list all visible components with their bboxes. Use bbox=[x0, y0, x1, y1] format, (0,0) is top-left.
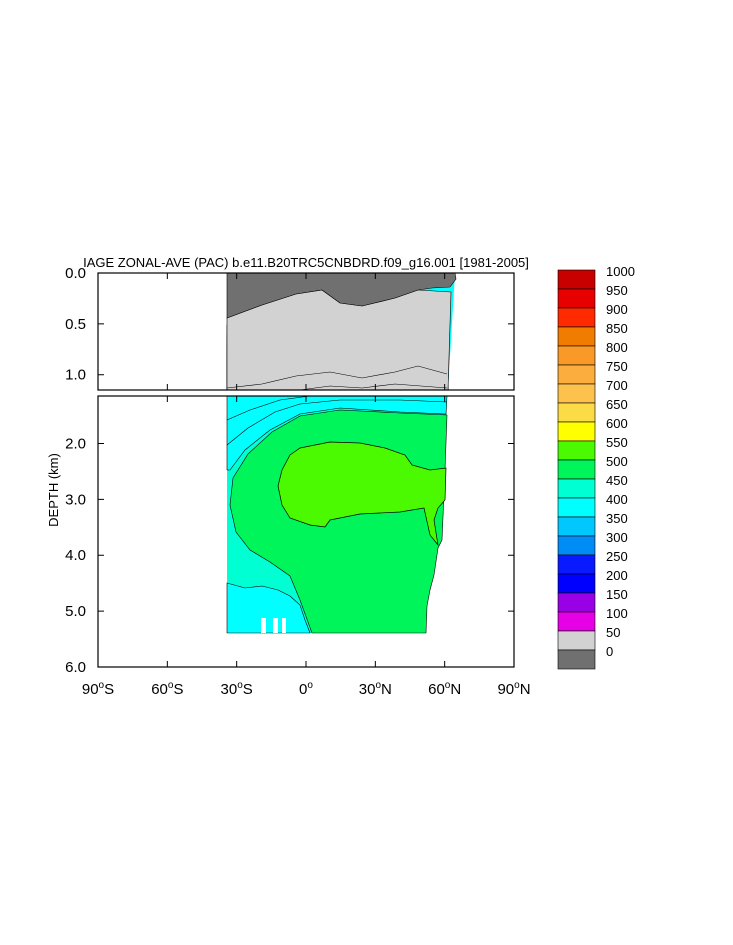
colorbar-swatch bbox=[557, 288, 596, 309]
y-tick-label: 3.0 bbox=[65, 491, 86, 508]
x-tick-label: 30oN bbox=[359, 680, 392, 698]
colorbar-swatch bbox=[557, 497, 596, 518]
lower-contour-line bbox=[226, 395, 311, 421]
colorbar-label: 900 bbox=[606, 302, 628, 317]
land-gap bbox=[282, 618, 286, 633]
x-tick-label: 60oN bbox=[428, 680, 461, 698]
chart-title: IAGE ZONAL-AVE (PAC) b.e11.B20TRC5CNBDRD… bbox=[83, 255, 529, 270]
colorbar-label: 250 bbox=[606, 549, 628, 564]
y-tick-label: 5.0 bbox=[65, 603, 86, 620]
y-tick-label: 2.0 bbox=[65, 435, 86, 452]
land-gap bbox=[273, 618, 278, 633]
y-tick-label: 0.0 bbox=[65, 265, 86, 282]
colorbar-swatch bbox=[557, 535, 596, 556]
x-tick-label: 90oS bbox=[82, 680, 114, 698]
colorbar-swatch bbox=[557, 573, 596, 594]
y-tick-label: 6.0 bbox=[65, 659, 86, 676]
x-tick-label: 90oN bbox=[497, 680, 530, 698]
colorbar-label: 750 bbox=[606, 359, 628, 374]
colorbar-label: 350 bbox=[606, 511, 628, 526]
y-axis-label: DEPTH (km) bbox=[46, 453, 61, 527]
lower-panel bbox=[97, 395, 515, 668]
colorbar-swatch bbox=[557, 440, 596, 461]
lower-core bbox=[277, 441, 447, 547]
colorbar-swatch bbox=[557, 592, 596, 613]
upper-contour-line bbox=[226, 365, 448, 389]
colorbar-swatch bbox=[557, 402, 596, 423]
colorbar-swatch bbox=[557, 307, 596, 328]
colorbar-swatch bbox=[557, 459, 596, 480]
x-axis: 90oS 60oS 30oS 0o 30oN 60oN 90oN bbox=[82, 273, 531, 698]
colorbar-swatch bbox=[557, 478, 596, 499]
colorbar-swatch bbox=[557, 269, 596, 290]
colorbar-label: 450 bbox=[606, 473, 628, 488]
colorbar-swatch bbox=[557, 611, 596, 632]
upper-contour-line bbox=[299, 383, 448, 391]
colorbar-label: 400 bbox=[606, 492, 628, 507]
x-tick-label: 0o bbox=[299, 680, 313, 698]
colorbar-label: 150 bbox=[606, 587, 628, 602]
y-tick-label: 0.5 bbox=[65, 316, 86, 333]
colorbar-label: 0 bbox=[606, 644, 613, 659]
colorbar-swatch bbox=[557, 554, 596, 575]
colorbar-label: 200 bbox=[606, 568, 628, 583]
colorbar-label: 600 bbox=[606, 416, 628, 431]
colorbar-label: 100 bbox=[606, 606, 628, 621]
x-tick-label: 30oS bbox=[221, 680, 253, 698]
colorbar-swatch bbox=[557, 649, 596, 670]
colorbar-label: 300 bbox=[606, 530, 628, 545]
upper-contour-fill bbox=[226, 272, 457, 391]
colorbar-label: 650 bbox=[606, 397, 628, 412]
colorbar-swatch bbox=[557, 364, 596, 385]
colorbar-swatch bbox=[557, 326, 596, 347]
lower-contour-line bbox=[226, 399, 448, 446]
colorbar-label: 50 bbox=[606, 625, 620, 640]
y-axis: 0.0 0.5 1.0 2.0 3.0 4.0 5.0 6.0 bbox=[65, 265, 514, 676]
y-tick-label: 4.0 bbox=[65, 547, 86, 564]
upper-band bbox=[226, 272, 457, 319]
colorbar-swatch bbox=[557, 630, 596, 651]
colorbar-label: 850 bbox=[606, 321, 628, 336]
land-gap bbox=[261, 618, 266, 633]
lower-band bbox=[226, 395, 448, 471]
upper-panel bbox=[97, 272, 515, 391]
colorbar-legend: 1000950900850800750700650600550500450400… bbox=[557, 264, 635, 670]
colorbar-label: 800 bbox=[606, 340, 628, 355]
colorbar-label: 950 bbox=[606, 283, 628, 298]
lower-band bbox=[226, 582, 311, 634]
colorbar-label: 700 bbox=[606, 378, 628, 393]
y-tick-label: 1.0 bbox=[65, 367, 86, 384]
colorbar-swatch bbox=[557, 383, 596, 404]
colorbar-swatch bbox=[557, 345, 596, 366]
colorbar-label: 1000 bbox=[606, 264, 635, 279]
colorbar-swatch bbox=[557, 421, 596, 442]
lower-contour-fill bbox=[226, 395, 448, 634]
colorbar-swatch bbox=[557, 516, 596, 537]
colorbar-label: 550 bbox=[606, 435, 628, 450]
colorbar-label: 500 bbox=[606, 454, 628, 469]
x-tick-label: 60oS bbox=[151, 680, 183, 698]
